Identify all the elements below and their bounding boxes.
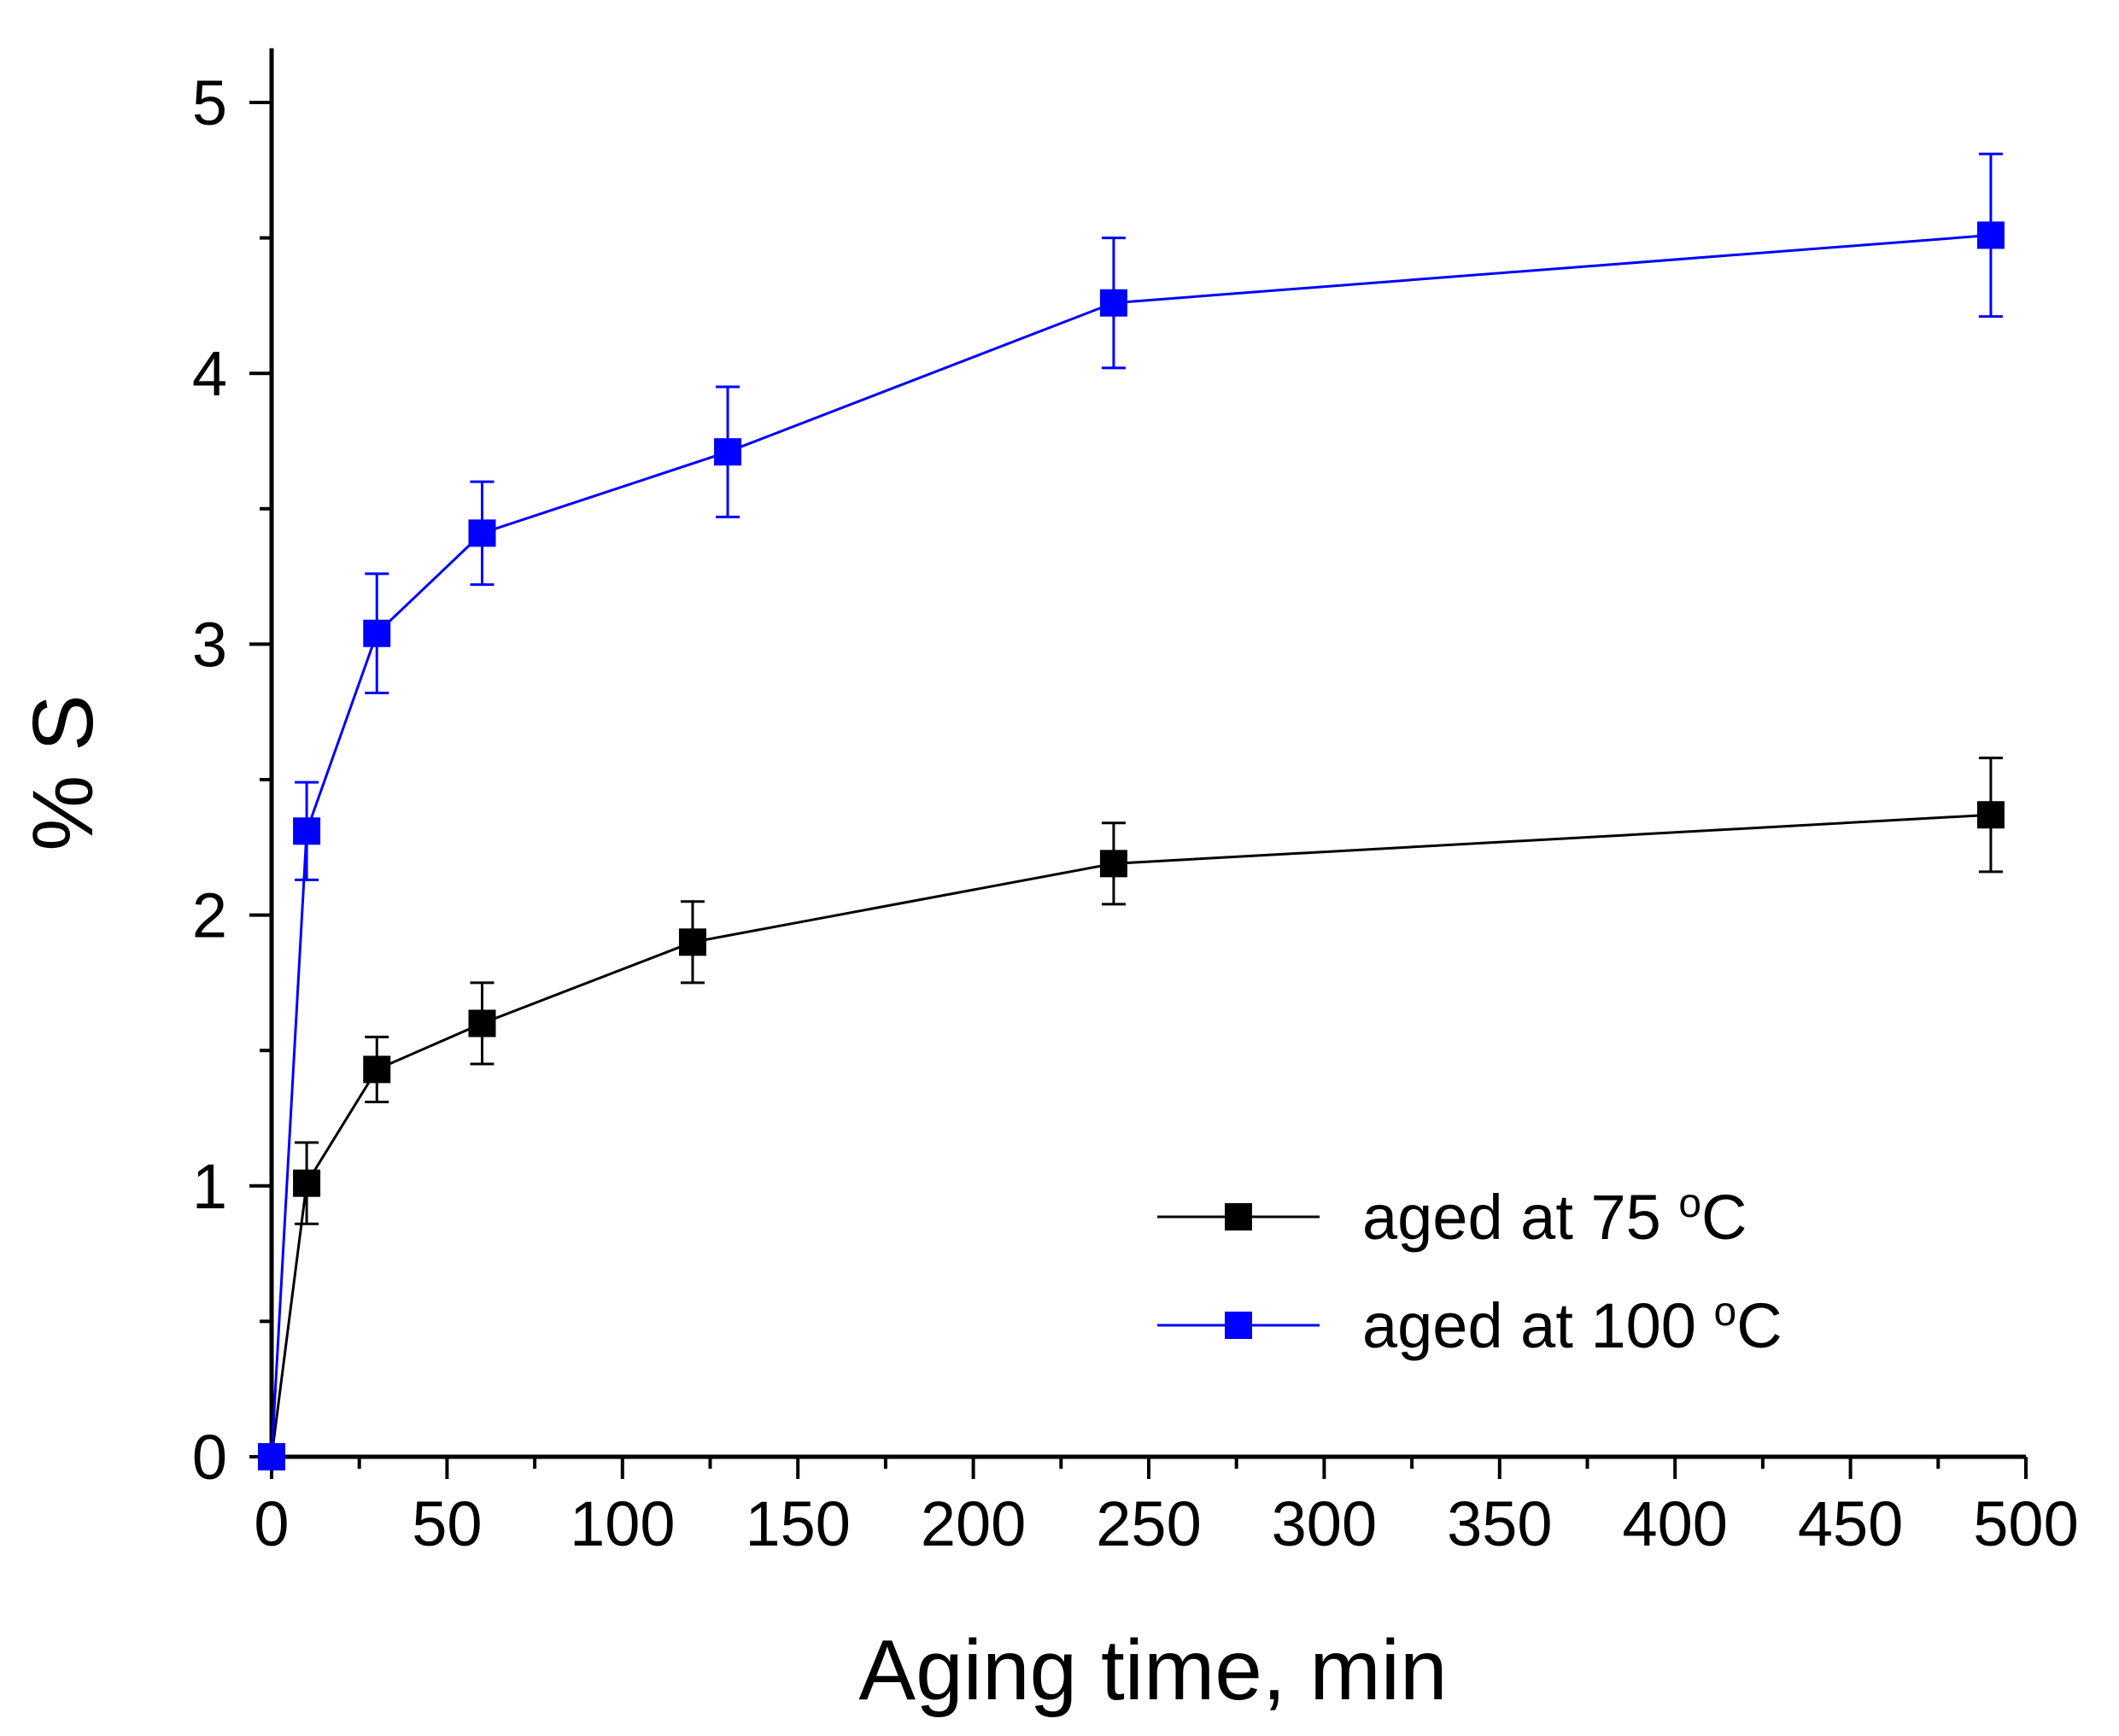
- data-point: [363, 619, 391, 647]
- data-point: [1976, 801, 2005, 829]
- series-layer: [258, 152, 2005, 1470]
- data-point: [363, 1055, 391, 1084]
- y-tick-label: 2: [192, 880, 227, 951]
- legend-label: aged at 100 oC: [1362, 1289, 1782, 1362]
- data-point: [258, 1443, 285, 1470]
- x-tick-label: 200: [921, 1488, 1026, 1559]
- legend-label: aged at 75 oC: [1362, 1181, 1747, 1254]
- x-tick-label: 400: [1622, 1488, 1727, 1559]
- data-point: [1099, 289, 1127, 317]
- y-tick-label: 5: [192, 67, 227, 138]
- x-tick-label: 100: [570, 1488, 675, 1559]
- y-tick-label: 0: [192, 1422, 227, 1493]
- data-point: [1976, 221, 2005, 249]
- y-tick-label: 1: [192, 1151, 227, 1222]
- x-tick-label: 450: [1798, 1488, 1903, 1559]
- x-tick-label: 250: [1096, 1488, 1201, 1559]
- data-point: [1099, 850, 1127, 878]
- legend-marker: [1225, 1203, 1252, 1230]
- axes: 0 50 100 150 200 250 300 350 400 450 500 0 1 2 3 4 5: [192, 48, 2079, 1559]
- data-point: [468, 1009, 496, 1038]
- data-point: [714, 438, 742, 466]
- y-tick-label: 4: [192, 338, 227, 409]
- legend: aged at 75 oC aged at 100 oC: [1157, 1181, 1782, 1362]
- x-tick-label: 50: [412, 1488, 482, 1559]
- x-tick-label: 350: [1447, 1488, 1552, 1559]
- y-tick-label: 3: [192, 609, 227, 680]
- series-line: [270, 233, 1992, 1458]
- x-tick-label: 500: [1973, 1488, 2078, 1559]
- data-point: [468, 519, 496, 547]
- y-axis-title: % S: [15, 694, 111, 850]
- x-tick-label: 150: [745, 1488, 850, 1559]
- data-point: [678, 928, 706, 956]
- legend-marker: [1225, 1312, 1252, 1339]
- x-axis-title: Aging time, min: [858, 1622, 1447, 1718]
- series-line: [270, 813, 1992, 1458]
- series-1: [258, 757, 2005, 1470]
- data-point: [293, 1169, 321, 1197]
- data-point: [293, 817, 321, 845]
- series-2: [258, 152, 2005, 1470]
- x-tick-label: 0: [254, 1488, 289, 1559]
- x-tick-label: 300: [1272, 1488, 1377, 1559]
